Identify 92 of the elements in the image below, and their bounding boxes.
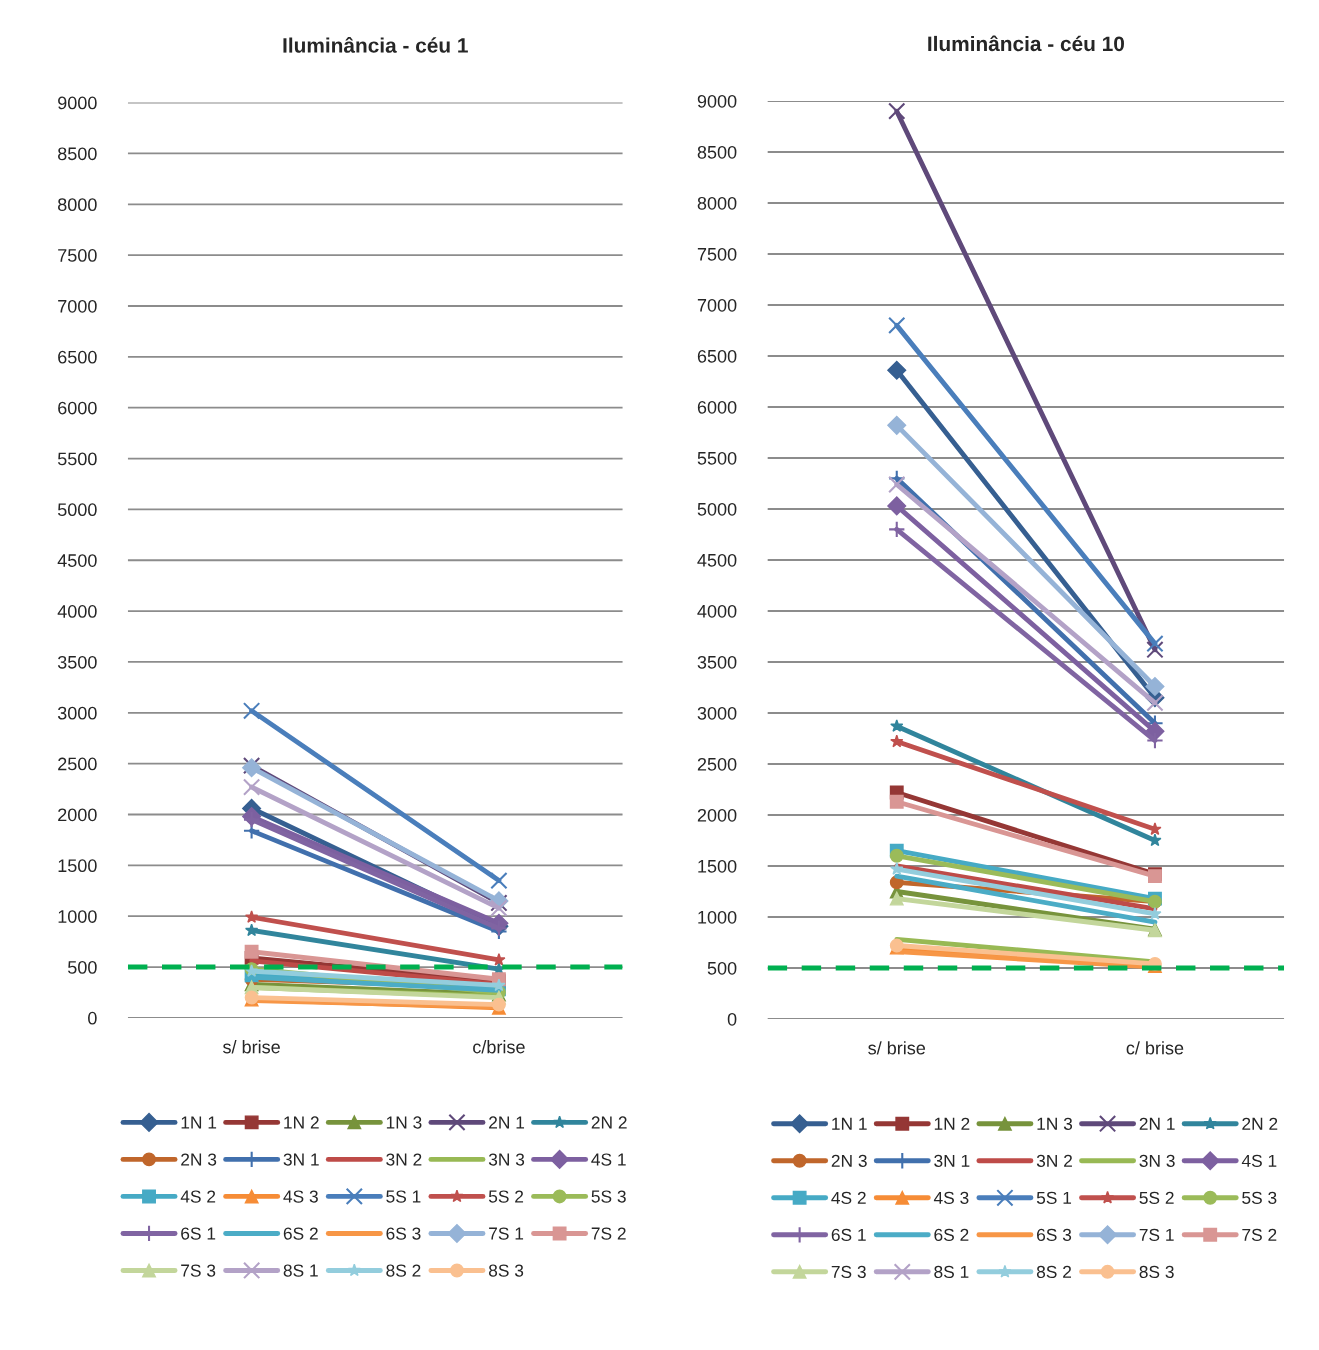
legend-label: 6S 2 bbox=[283, 1227, 318, 1240]
x-tick-label: c/ brise bbox=[1126, 1041, 1184, 1055]
legend-label: 6S 2 bbox=[934, 1228, 969, 1242]
legend-label: 5S 1 bbox=[1036, 1191, 1072, 1205]
legend-label: 1N 1 bbox=[181, 1116, 217, 1129]
legend-label: 4S 3 bbox=[933, 1191, 969, 1205]
legend-label: 3N 2 bbox=[1036, 1154, 1072, 1167]
y-tick-label: 3000 bbox=[57, 706, 97, 720]
legend-label: 4S 2 bbox=[831, 1191, 866, 1205]
legend-label: 7S 3 bbox=[831, 1265, 866, 1279]
y-tick-label: 8000 bbox=[58, 198, 97, 212]
legend-label: 6S 3 bbox=[1037, 1228, 1072, 1242]
legend-label: 5S 3 bbox=[591, 1190, 626, 1203]
legend-label: 3N 3 bbox=[488, 1153, 525, 1166]
y-tick-label: 7500 bbox=[697, 247, 737, 261]
legend-label: 7S 2 bbox=[591, 1227, 626, 1240]
y-tick-label: 8500 bbox=[697, 145, 737, 159]
legend-label: 2N 3 bbox=[831, 1154, 867, 1167]
legend-label: 3N 1 bbox=[283, 1153, 319, 1166]
y-tick-label: 7000 bbox=[58, 299, 97, 313]
y-tick-label: 4500 bbox=[697, 553, 737, 567]
y-tick-label: 1500 bbox=[698, 859, 737, 873]
y-tick-label: 6000 bbox=[697, 400, 737, 414]
legend-label: 1N 3 bbox=[386, 1116, 422, 1129]
legend-label: 5S 2 bbox=[488, 1190, 524, 1203]
legend-label: 7S 1 bbox=[1139, 1228, 1174, 1242]
y-tick-label: 6500 bbox=[58, 350, 97, 364]
chart-title: Iluminância - céu 1 bbox=[283, 37, 468, 53]
y-tick-label: 2000 bbox=[697, 808, 737, 822]
legend-label: 5S 2 bbox=[1139, 1191, 1174, 1205]
y-tick-label: 2500 bbox=[58, 757, 97, 771]
y-tick-label: 4000 bbox=[57, 605, 97, 618]
y-tick-label: 6000 bbox=[58, 401, 97, 415]
legend-label: 2N 3 bbox=[181, 1153, 217, 1166]
y-tick-label: 9000 bbox=[58, 96, 97, 110]
y-tick-label: 3500 bbox=[57, 655, 97, 669]
legend-label: 3N 3 bbox=[1139, 1154, 1175, 1167]
y-tick-label: 2500 bbox=[697, 757, 737, 771]
y-tick-label: 7000 bbox=[697, 298, 737, 312]
legend-label: 4S 3 bbox=[283, 1190, 318, 1203]
y-tick-label: 5500 bbox=[697, 451, 737, 465]
legend-label: 8S 2 bbox=[1036, 1265, 1072, 1279]
legend-label: 1N 1 bbox=[832, 1117, 867, 1130]
legend-label: 8S 1 bbox=[934, 1265, 969, 1279]
legend-label: 8S 2 bbox=[386, 1264, 421, 1277]
y-tick-label: 3000 bbox=[697, 706, 737, 720]
legend-label: 3N 2 bbox=[386, 1153, 422, 1166]
y-tick-label: 6500 bbox=[697, 349, 737, 363]
y-tick-label: 8000 bbox=[697, 196, 737, 210]
x-tick-label: s/ brise bbox=[223, 1040, 280, 1054]
legend-label: 2N 1 bbox=[489, 1116, 525, 1129]
legend-label: 1N 3 bbox=[1037, 1117, 1073, 1130]
legend-label: 7S 3 bbox=[181, 1264, 216, 1277]
y-tick-label: 0 bbox=[727, 1012, 737, 1026]
legend-label: 8S 3 bbox=[488, 1264, 524, 1277]
legend-label: 2N 1 bbox=[1139, 1117, 1175, 1130]
y-tick-label: 1000 bbox=[698, 910, 737, 924]
legend-label: 6S 1 bbox=[831, 1228, 866, 1242]
y-tick-label: 8500 bbox=[58, 147, 97, 161]
legend-label: 4S 2 bbox=[180, 1190, 216, 1203]
y-tick-label: 0 bbox=[88, 1011, 97, 1025]
y-tick-label: 4000 bbox=[697, 604, 737, 618]
legend-label: 5S 1 bbox=[386, 1190, 421, 1203]
y-tick-label: 1500 bbox=[58, 859, 97, 873]
legend-label: 7S 1 bbox=[489, 1227, 524, 1240]
y-tick-label: 2000 bbox=[58, 808, 97, 822]
legend-label: 6S 1 bbox=[181, 1227, 216, 1240]
x-tick-label: s/ brise bbox=[868, 1041, 926, 1055]
y-tick-label: 1000 bbox=[58, 910, 97, 923]
legend-label: 7S 2 bbox=[1242, 1228, 1277, 1242]
y-tick-label: 5000 bbox=[57, 503, 97, 517]
y-tick-label: 500 bbox=[707, 961, 737, 975]
legend-label: 3N 1 bbox=[934, 1154, 970, 1167]
legend-label: 4S 1 bbox=[591, 1153, 626, 1166]
chart-title: Iluminância - céu 10 bbox=[928, 35, 1124, 52]
y-tick-label: 7500 bbox=[58, 249, 97, 262]
y-tick-label: 3500 bbox=[697, 655, 737, 669]
y-tick-label: 9000 bbox=[697, 94, 737, 108]
legend-label: 2N 2 bbox=[1242, 1117, 1278, 1130]
x-tick-label: c/brise bbox=[473, 1040, 525, 1054]
legend-label: 8S 1 bbox=[283, 1264, 318, 1277]
y-tick-label: 500 bbox=[67, 960, 97, 974]
legend-label: 1N 2 bbox=[934, 1117, 970, 1130]
legend-label: 4S 1 bbox=[1241, 1154, 1277, 1167]
y-tick-label: 4500 bbox=[57, 554, 97, 567]
y-tick-label: 5000 bbox=[697, 502, 737, 516]
y-tick-label: 5500 bbox=[57, 452, 97, 466]
legend-label: 5S 3 bbox=[1242, 1191, 1277, 1205]
legend-label: 8S 3 bbox=[1139, 1265, 1174, 1279]
legend-label: 6S 3 bbox=[386, 1227, 421, 1240]
legend-label: 2N 2 bbox=[591, 1116, 627, 1129]
legend-label: 1N 2 bbox=[284, 1116, 319, 1129]
